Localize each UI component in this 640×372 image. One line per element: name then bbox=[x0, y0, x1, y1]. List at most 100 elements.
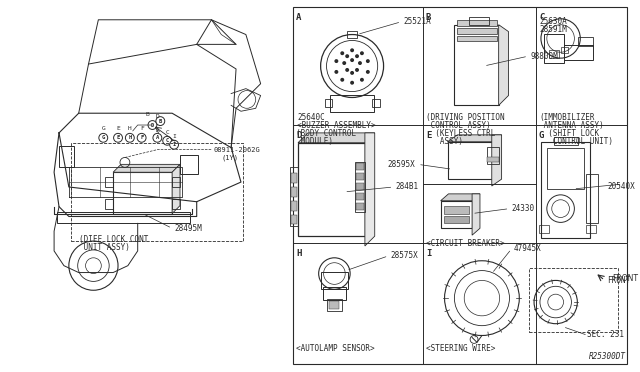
Polygon shape bbox=[492, 135, 502, 186]
Bar bbox=[71, 143, 243, 241]
Text: 20540X: 20540X bbox=[608, 182, 636, 191]
Circle shape bbox=[340, 51, 344, 55]
Text: ASSY): ASSY) bbox=[426, 137, 463, 146]
Polygon shape bbox=[499, 25, 509, 105]
Bar bbox=[356, 203, 364, 209]
Bar bbox=[564, 45, 593, 60]
Bar bbox=[180, 154, 198, 174]
Bar bbox=[324, 99, 332, 107]
Bar bbox=[487, 147, 499, 164]
Bar bbox=[444, 206, 469, 214]
Text: FRONT: FRONT bbox=[612, 274, 637, 283]
Text: MODULE): MODULE) bbox=[296, 137, 333, 146]
Circle shape bbox=[148, 121, 157, 129]
Bar bbox=[356, 163, 364, 170]
Bar bbox=[458, 28, 497, 33]
Text: E: E bbox=[426, 131, 431, 140]
Polygon shape bbox=[113, 164, 180, 172]
Text: (SHIFT LOCK: (SHIFT LOCK bbox=[539, 129, 599, 138]
Text: B: B bbox=[146, 112, 149, 117]
Text: D: D bbox=[156, 114, 159, 119]
Text: FRONT: FRONT bbox=[607, 276, 630, 285]
Text: 24330: 24330 bbox=[511, 204, 534, 213]
Text: A: A bbox=[156, 135, 159, 140]
Polygon shape bbox=[440, 194, 480, 201]
Text: A: A bbox=[296, 13, 301, 22]
Circle shape bbox=[355, 54, 359, 58]
Circle shape bbox=[350, 71, 354, 75]
Bar bbox=[355, 163, 365, 212]
Text: F: F bbox=[140, 126, 143, 131]
Circle shape bbox=[153, 134, 162, 142]
Bar bbox=[105, 199, 113, 209]
Text: 28495M: 28495M bbox=[174, 224, 202, 233]
Bar bbox=[172, 177, 180, 187]
Bar bbox=[330, 301, 339, 309]
Circle shape bbox=[360, 78, 364, 82]
Text: <STEERING WIRE>: <STEERING WIRE> bbox=[426, 344, 495, 353]
Bar bbox=[469, 17, 489, 25]
Text: I: I bbox=[172, 142, 176, 147]
Bar bbox=[547, 148, 584, 189]
Bar bbox=[330, 94, 374, 112]
Bar bbox=[561, 47, 568, 53]
Text: CONTROL UNIT): CONTROL UNIT) bbox=[539, 137, 613, 146]
Circle shape bbox=[350, 48, 354, 52]
Text: H: H bbox=[128, 135, 131, 140]
Text: 284B1: 284B1 bbox=[396, 183, 419, 192]
Bar bbox=[372, 99, 380, 107]
Circle shape bbox=[99, 134, 108, 142]
Text: 47945X: 47945X bbox=[513, 244, 541, 253]
Text: H: H bbox=[128, 126, 132, 131]
Circle shape bbox=[360, 51, 364, 55]
Text: C: C bbox=[165, 130, 169, 135]
Circle shape bbox=[335, 59, 339, 63]
Text: (KEYLESS CTRL: (KEYLESS CTRL bbox=[426, 129, 495, 138]
Text: A: A bbox=[156, 128, 159, 133]
Circle shape bbox=[156, 117, 164, 125]
Text: C: C bbox=[166, 138, 169, 143]
Circle shape bbox=[170, 140, 179, 149]
Circle shape bbox=[355, 68, 359, 72]
Text: B: B bbox=[159, 119, 162, 124]
Bar bbox=[458, 20, 497, 26]
Bar bbox=[444, 215, 469, 223]
Polygon shape bbox=[172, 164, 180, 214]
Bar bbox=[113, 172, 172, 214]
Text: C: C bbox=[539, 13, 545, 22]
Text: 98800M: 98800M bbox=[530, 52, 558, 61]
Bar bbox=[323, 287, 346, 300]
Text: 25521A: 25521A bbox=[403, 17, 431, 26]
Circle shape bbox=[137, 134, 146, 142]
Circle shape bbox=[350, 81, 354, 85]
Polygon shape bbox=[298, 133, 375, 143]
Bar bbox=[487, 157, 499, 163]
Bar bbox=[347, 31, 357, 38]
Text: R25300DT: R25300DT bbox=[589, 352, 625, 361]
Text: B: B bbox=[426, 13, 431, 22]
Circle shape bbox=[335, 70, 339, 74]
Text: (1Y): (1Y) bbox=[221, 154, 238, 161]
Bar bbox=[326, 299, 342, 311]
Text: (IMMOBILIZER: (IMMOBILIZER bbox=[539, 113, 595, 122]
Text: 28595X: 28595X bbox=[387, 160, 415, 169]
Text: ANTENNA ASSY): ANTENNA ASSY) bbox=[539, 121, 604, 130]
Polygon shape bbox=[447, 135, 502, 142]
Text: UNIT ASSY): UNIT ASSY) bbox=[79, 243, 129, 252]
Text: (BODY CONTROL: (BODY CONTROL bbox=[296, 129, 356, 138]
Bar bbox=[293, 7, 627, 364]
Bar bbox=[105, 177, 113, 187]
Bar bbox=[290, 167, 298, 226]
Text: H: H bbox=[296, 249, 301, 258]
Text: <BUZZER ASSEMBLY>: <BUZZER ASSEMBLY> bbox=[297, 121, 376, 130]
Bar bbox=[447, 142, 492, 179]
Bar bbox=[544, 33, 564, 63]
Text: D: D bbox=[151, 122, 154, 128]
Bar bbox=[172, 199, 180, 209]
Text: (DIFF LOCK CONT: (DIFF LOCK CONT bbox=[79, 235, 148, 244]
Text: (DRIVING POSITION: (DRIVING POSITION bbox=[426, 113, 504, 122]
Circle shape bbox=[358, 61, 362, 65]
Bar bbox=[539, 225, 549, 233]
Circle shape bbox=[342, 61, 346, 65]
Bar bbox=[586, 225, 596, 233]
